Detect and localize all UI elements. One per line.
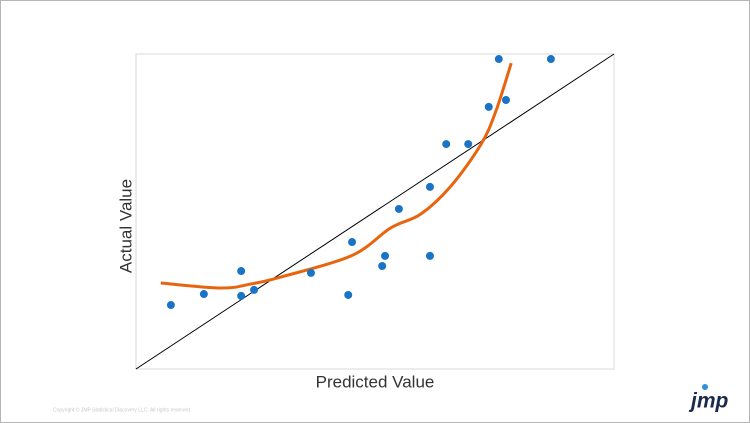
- data-point: [378, 261, 387, 270]
- data-point: [484, 102, 493, 111]
- data-point: [344, 290, 353, 299]
- data-point: [464, 140, 473, 149]
- data-point: [199, 290, 208, 299]
- logo-mark: [702, 384, 708, 390]
- data-point: [381, 251, 390, 260]
- y-axis-label: Actual Value: [116, 179, 135, 273]
- data-point: [394, 204, 403, 213]
- data-point: [166, 301, 175, 310]
- data-point: [306, 268, 315, 277]
- data-point: [237, 291, 246, 300]
- data-point: [348, 238, 357, 247]
- logo: jmp: [688, 390, 729, 413]
- data-point: [494, 55, 503, 64]
- data-point: [442, 140, 451, 149]
- x-axis-label: Predicted Value: [316, 372, 435, 391]
- data-point: [546, 55, 555, 64]
- data-point: [501, 95, 510, 104]
- copyright: Copyright © JMP Statistical Discovery LL…: [53, 406, 191, 413]
- data-point: [250, 285, 259, 294]
- reference-line: [135, 53, 615, 370]
- data-point: [237, 267, 246, 276]
- fit-curve: [160, 62, 513, 290]
- plot-frame: [135, 53, 615, 370]
- data-point: [425, 251, 434, 260]
- data-point: [425, 182, 434, 191]
